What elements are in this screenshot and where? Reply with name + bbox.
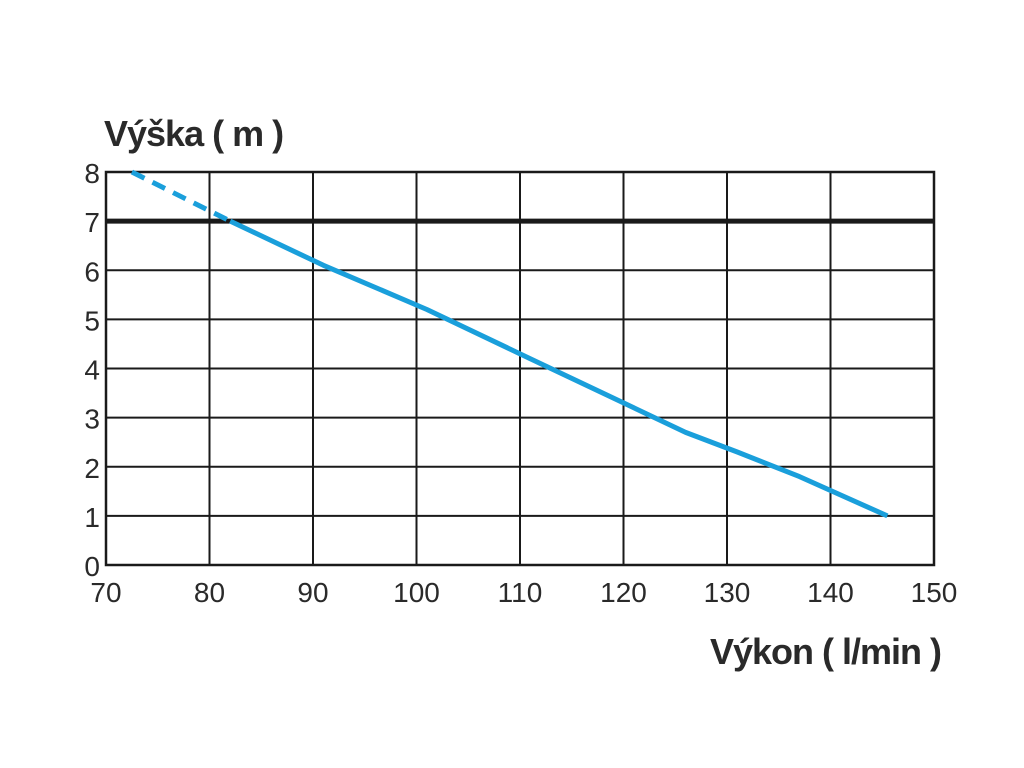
plot-frame [104, 170, 936, 567]
y-tick-labels: 0 1 2 3 4 5 6 7 8 [84, 158, 100, 582]
grid [105, 171, 935, 566]
y-axis-title: Výška ( m ) [104, 113, 283, 154]
y-tick-label-1: 1 [84, 502, 100, 533]
x-tick-label-5: 120 [600, 577, 647, 608]
y-tick-label-6: 6 [84, 256, 100, 287]
series-group [130, 169, 889, 519]
series-line-0 [130, 169, 232, 224]
x-tick-label-0: 70 [90, 577, 121, 608]
x-tick-label-8: 150 [911, 577, 958, 608]
y-tick-label-3: 3 [84, 404, 100, 435]
y-tick-label-2: 2 [84, 453, 100, 484]
x-tick-labels: 70 80 90 100 110 120 130 140 150 [90, 577, 957, 608]
x-tick-label-3: 100 [393, 577, 440, 608]
x-tick-label-2: 90 [297, 577, 328, 608]
series-line-1 [229, 218, 889, 519]
y-tick-label-7: 7 [84, 207, 100, 238]
y-tick-label-8: 8 [84, 158, 100, 189]
x-tick-label-4: 110 [498, 577, 543, 608]
y-tick-label-5: 5 [84, 305, 100, 336]
x-tick-label-7: 140 [807, 577, 854, 608]
y-tick-label-0: 0 [84, 551, 100, 582]
x-axis-title: Výkon ( l/min ) [710, 631, 941, 672]
x-tick-label-6: 130 [704, 577, 751, 608]
y-tick-label-4: 4 [84, 355, 100, 386]
x-tick-label-1: 80 [194, 577, 225, 608]
